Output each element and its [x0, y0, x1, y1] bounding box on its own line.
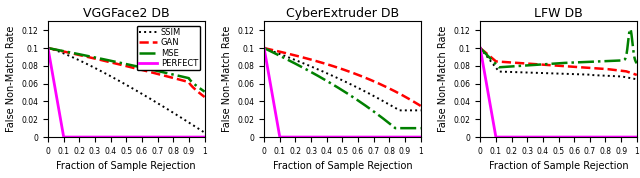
MSE [120, 62, 127, 64]
MSE [197, 88, 205, 90]
Line: PERFECT: PERFECT [48, 48, 205, 137]
PERFECT [201, 136, 209, 138]
Title: VGGFace2 DB: VGGFace2 DB [83, 7, 170, 20]
MSE [173, 74, 180, 76]
Line: MSE: MSE [48, 48, 205, 92]
MSE [118, 62, 126, 64]
GAN [201, 96, 209, 98]
PERFECT [60, 136, 68, 138]
SSIM [197, 129, 205, 131]
PERFECT [44, 47, 52, 49]
MSE [129, 64, 136, 67]
PERFECT [173, 136, 180, 138]
SSIM [118, 82, 126, 84]
MSE [201, 91, 209, 93]
Y-axis label: False Non-Match Rate: False Non-Match Rate [438, 26, 448, 132]
GAN [129, 67, 136, 69]
Legend: SSIM, GAN, MSE, PERFECT: SSIM, GAN, MSE, PERFECT [136, 25, 200, 70]
PERFECT [120, 136, 127, 138]
Line: SSIM: SSIM [48, 48, 205, 133]
SSIM [173, 114, 180, 116]
GAN [138, 69, 145, 71]
SSIM [138, 92, 145, 95]
SSIM [120, 82, 127, 84]
GAN [118, 64, 126, 66]
MSE [138, 66, 145, 68]
SSIM [129, 87, 136, 90]
SSIM [201, 132, 209, 134]
GAN [173, 78, 180, 80]
X-axis label: Fraction of Sample Rejection: Fraction of Sample Rejection [56, 161, 196, 171]
X-axis label: Fraction of Sample Rejection: Fraction of Sample Rejection [273, 161, 412, 171]
PERFECT [129, 136, 137, 138]
PERFECT [119, 136, 127, 138]
GAN [120, 64, 127, 66]
Y-axis label: False Non-Match Rate: False Non-Match Rate [222, 26, 232, 132]
PERFECT [138, 136, 145, 138]
Y-axis label: False Non-Match Rate: False Non-Match Rate [6, 26, 16, 132]
GAN [197, 93, 205, 95]
Line: GAN: GAN [48, 48, 205, 97]
X-axis label: Fraction of Sample Rejection: Fraction of Sample Rejection [489, 161, 628, 171]
Title: LFW DB: LFW DB [534, 7, 583, 20]
SSIM [44, 47, 52, 49]
GAN [44, 47, 52, 49]
Title: CyberExtruder DB: CyberExtruder DB [286, 7, 399, 20]
MSE [44, 47, 52, 49]
PERFECT [197, 136, 205, 138]
